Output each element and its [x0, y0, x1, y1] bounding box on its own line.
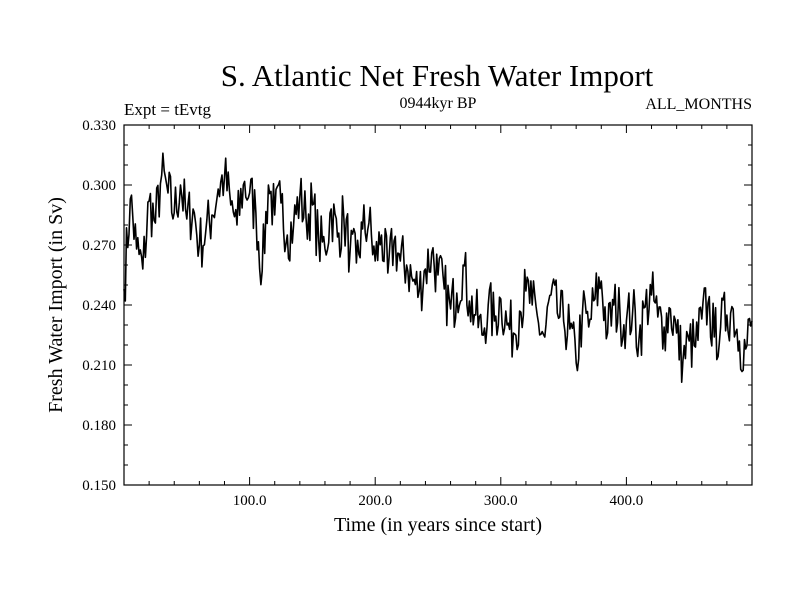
- y-tick-label: 0.270: [82, 238, 116, 254]
- y-tick-label: 0.300: [82, 178, 116, 194]
- x-axis-label: Time (in years since start): [334, 514, 542, 536]
- y-tick-label: 0.150: [82, 478, 116, 494]
- x-axis-ticks: 100.0 200.0 300.0 400.0: [148, 125, 728, 509]
- chart-title: S. Atlantic Net Fresh Water Import: [221, 58, 654, 93]
- y-axis-ticks: 0.150 0.180 0.210 0.240 0.270 0.300 0.330: [82, 118, 752, 494]
- y-axis-label: Fresh Water Import (in Sv): [45, 197, 67, 413]
- period-label: 0944kyr BP: [400, 95, 477, 112]
- y-tick-label: 0.240: [82, 298, 116, 314]
- x-tick-label: 200.0: [358, 493, 392, 509]
- y-tick-label: 0.210: [82, 358, 116, 374]
- y-tick-label: 0.330: [82, 118, 116, 134]
- months-label: ALL_MONTHS: [645, 96, 752, 113]
- y-tick-label: 0.180: [82, 418, 116, 434]
- x-tick-label: 300.0: [484, 493, 518, 509]
- series-line: [123, 152, 753, 383]
- experiment-label: Expt = tEvtg: [124, 100, 212, 119]
- x-tick-label: 100.0: [233, 493, 267, 509]
- x-tick-label: 400.0: [610, 493, 644, 509]
